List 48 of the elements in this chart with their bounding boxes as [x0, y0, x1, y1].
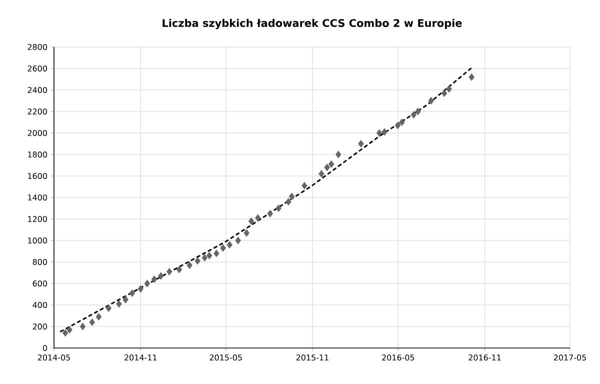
line-series [59, 66, 473, 333]
point [151, 275, 158, 283]
point [194, 257, 200, 265]
point [335, 150, 342, 158]
point [468, 73, 474, 81]
point [254, 214, 261, 222]
point [276, 204, 282, 212]
point [318, 170, 324, 178]
point [394, 122, 401, 130]
point [176, 266, 182, 274]
point [244, 229, 250, 237]
point [158, 272, 164, 280]
point [324, 164, 330, 172]
point [186, 261, 192, 270]
point [288, 192, 295, 200]
point [358, 140, 364, 148]
point [415, 108, 421, 116]
point [428, 96, 434, 105]
point [267, 210, 273, 218]
chart-title: Liczba szybkich ładowarek CCS Combo 2 w Europie [162, 18, 462, 30]
point [446, 85, 452, 93]
point [214, 250, 220, 258]
point [138, 285, 144, 293]
point [328, 160, 334, 168]
point [410, 110, 417, 119]
point [302, 182, 308, 190]
point [129, 289, 136, 297]
point [202, 254, 208, 262]
point [116, 300, 122, 308]
point [166, 268, 172, 276]
point [66, 326, 72, 334]
point [106, 304, 112, 312]
point [286, 198, 292, 206]
point [96, 313, 102, 321]
point [62, 329, 68, 337]
point [122, 296, 128, 304]
point [80, 322, 86, 330]
point [235, 236, 241, 244]
point [399, 118, 405, 126]
point [376, 129, 382, 137]
point [441, 89, 448, 98]
point [144, 280, 150, 288]
point [226, 241, 232, 249]
point [382, 128, 388, 136]
point [220, 244, 226, 252]
point [89, 318, 96, 326]
point [206, 252, 212, 260]
point [248, 217, 254, 225]
